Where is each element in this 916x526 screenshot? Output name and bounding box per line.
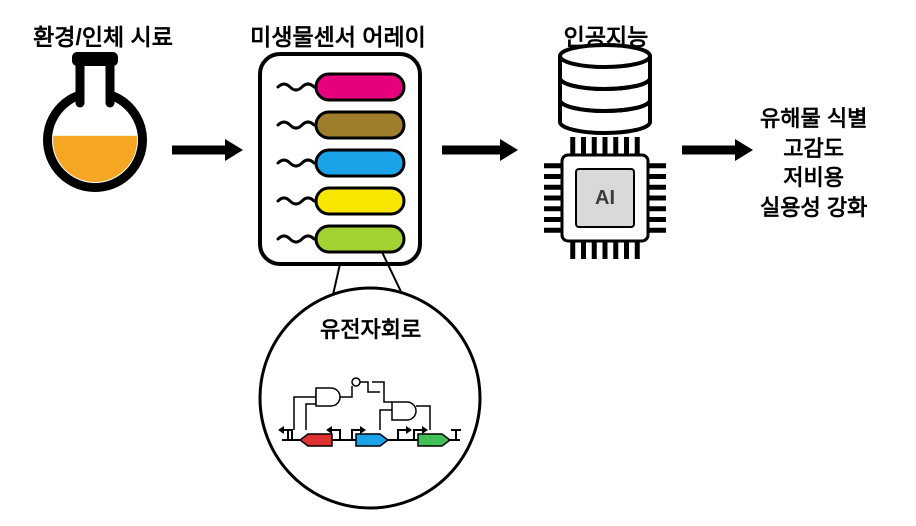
sensor-array [254,48,426,270]
title-array: 미생물센서 어레이 [238,18,438,52]
output-line: 저비용 [760,163,867,193]
outputs-list: 유해물 식별 고감도 저비용 실용성 강화 [760,104,867,223]
svg-text:AI: AI [595,187,615,209]
flask-icon [34,43,156,201]
output-line: 고감도 [760,134,867,164]
output-line: 실용성 강화 [760,193,867,223]
arrow-icon [680,135,757,165]
arrow-icon [440,135,522,165]
ai-block: AI [538,39,672,265]
output-line: 유해물 식별 [760,104,867,134]
arrow-icon [170,135,247,165]
circuit-label-text: 유전자회로 [320,317,421,342]
circuit-label: 유전자회로 [320,312,421,344]
genetic-circuit-callout [254,246,486,514]
title-array-text: 미생물센서 어레이 [250,24,426,50]
